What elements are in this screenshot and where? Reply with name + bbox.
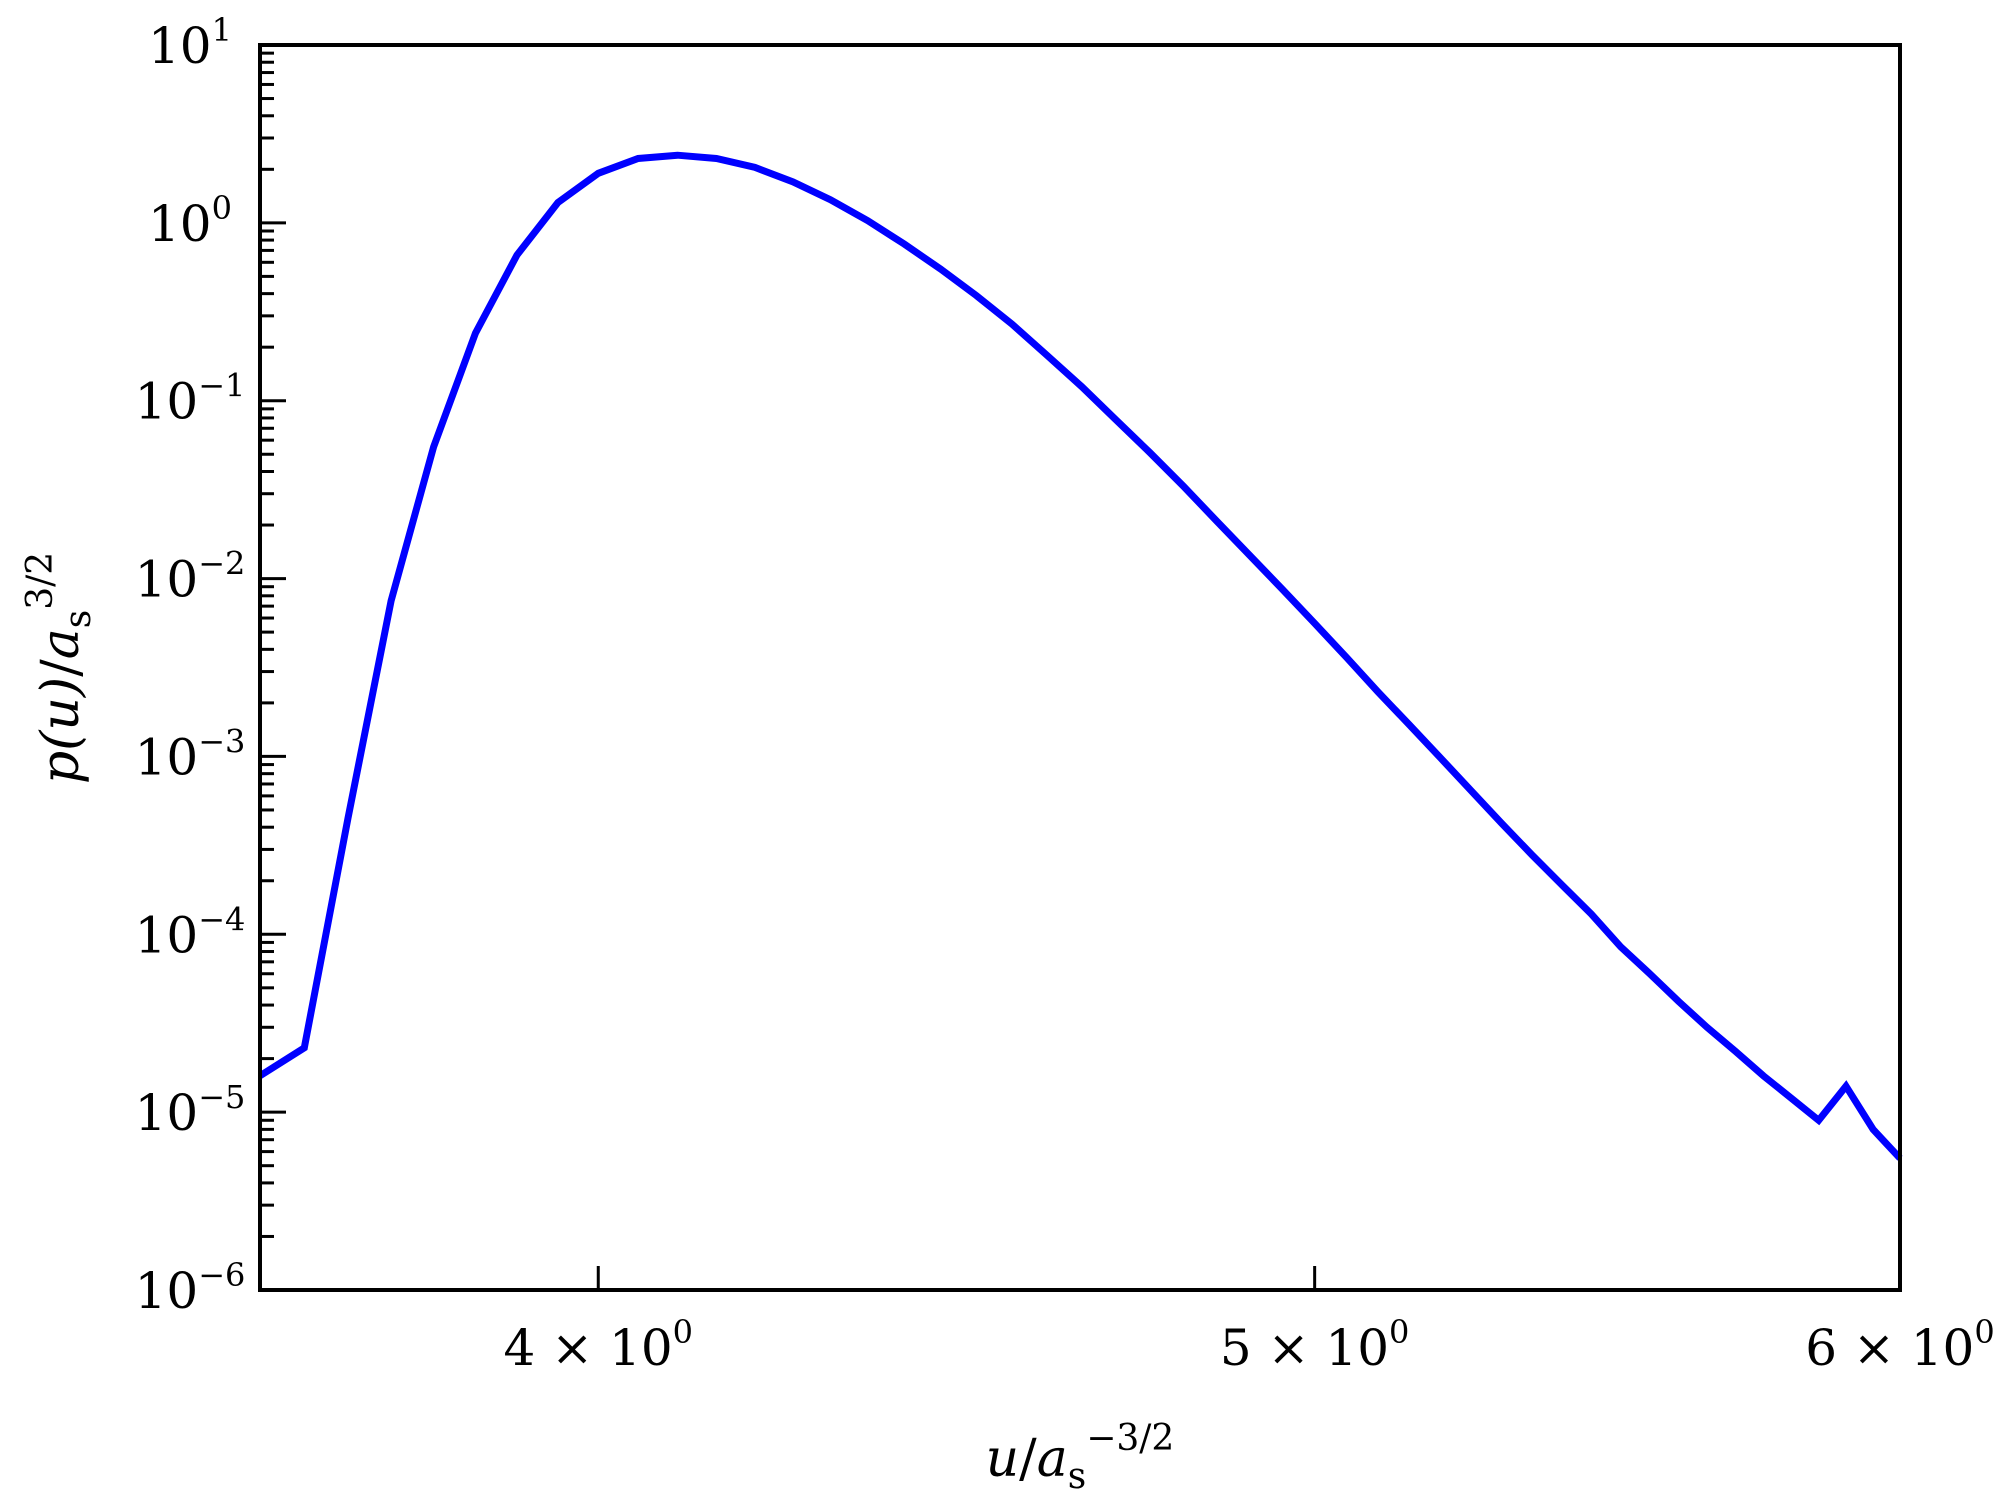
x-tick-label: 6 × 100: [1805, 1313, 1994, 1377]
series-layer: [258, 151, 1903, 1161]
y-tick-label: 101: [148, 11, 232, 75]
x-tick-label: 5 × 100: [1220, 1313, 1409, 1377]
x-axis-label: u/as−3/2: [986, 1418, 1175, 1497]
y-tick-label: 100: [148, 189, 232, 253]
ticks: [260, 43, 1902, 1292]
plot-frame: [258, 43, 1902, 1292]
x-tick-label: 4 × 100: [504, 1313, 693, 1377]
y-tick-label: 10−6: [135, 1256, 246, 1320]
y-tick-label: 10−4: [135, 900, 246, 964]
series-line-0: [258, 151, 1903, 1161]
tick-labels: 101 100 10−1 10−2 10−3 10−4 10−5 10−6 4 × 100 5 ×…: [135, 11, 1995, 1377]
y-tick-label: 10−5: [135, 1078, 246, 1142]
y-tick-label: 10−2: [135, 545, 246, 609]
y-tick-label: 10−1: [135, 367, 246, 431]
y-tick-label: 10−3: [135, 722, 246, 786]
y-axis-label: p(u)/as3/2: [20, 552, 99, 784]
